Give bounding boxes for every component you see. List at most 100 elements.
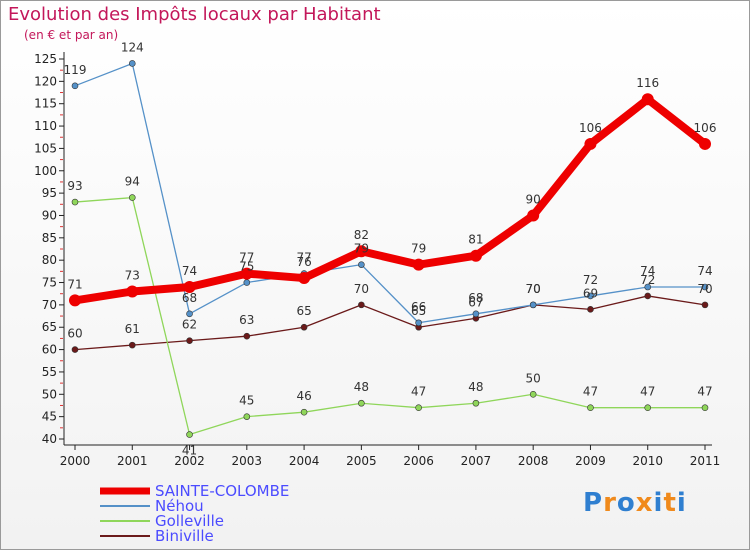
data-label-sainte-colombe: 82 — [354, 228, 369, 242]
data-point-golleville — [472, 399, 480, 407]
proxiti-logo: Proxiti — [583, 488, 687, 518]
y-tick-label: 115 — [34, 97, 57, 111]
data-label-n-hou: 68 — [468, 291, 483, 305]
logo-letter: P — [583, 488, 604, 518]
legend-label: Néhou — [155, 497, 204, 515]
data-label-golleville: 47 — [583, 385, 598, 399]
series-line-n-hou — [74, 62, 705, 324]
data-label-biniville: 65 — [296, 304, 311, 318]
x-tick-label: 2006 — [403, 454, 434, 468]
data-label-biniville: 70 — [697, 282, 712, 296]
data-point-biniville — [243, 332, 251, 340]
data-label-biniville: 61 — [125, 322, 140, 336]
data-label-n-hou: 77 — [296, 251, 311, 265]
x-tick-label: 2001 — [117, 454, 148, 468]
data-label-golleville: 45 — [239, 394, 254, 408]
x-tick-label: 2011 — [690, 454, 721, 468]
data-label-sainte-colombe: 73 — [125, 268, 140, 282]
data-label-n-hou: 72 — [583, 273, 598, 287]
chart-subtitle: (en € et par an) — [24, 28, 119, 42]
data-label-n-hou: 79 — [354, 242, 369, 256]
data-label-biniville: 60 — [67, 327, 82, 341]
data-label-n-hou: 75 — [239, 260, 254, 274]
data-point-sainte-colombe — [69, 294, 81, 307]
data-point-sainte-colombe — [699, 137, 711, 150]
data-label-golleville: 93 — [67, 179, 82, 193]
data-point-biniville — [701, 301, 709, 309]
data-label-golleville: 50 — [526, 371, 541, 385]
data-label-biniville: 63 — [239, 313, 254, 327]
data-point-golleville — [128, 194, 136, 201]
y-tick-label: 95 — [42, 186, 57, 200]
data-label-golleville: 46 — [296, 389, 311, 403]
x-tick-label: 2007 — [461, 454, 492, 468]
y-tick-label: 105 — [34, 141, 57, 155]
legend-label: Biniville — [155, 527, 214, 545]
series-line-golleville — [74, 196, 705, 436]
data-label-golleville: 48 — [468, 380, 483, 394]
logo-letter: i — [676, 488, 687, 518]
data-point-n-hou — [128, 60, 136, 67]
data-point-sainte-colombe — [298, 272, 311, 285]
data-label-n-hou: 74 — [640, 264, 655, 278]
chart-title: Evolution des Impôts locaux par Habitant — [8, 4, 381, 25]
data-point-golleville — [529, 390, 537, 398]
data-point-biniville — [186, 337, 193, 344]
data-label-golleville: 48 — [354, 380, 369, 394]
x-tick-label: 2009 — [575, 454, 606, 468]
logo-letter: t — [663, 488, 677, 518]
data-point-golleville — [701, 404, 709, 412]
data-point-golleville — [71, 198, 79, 206]
data-point-golleville — [358, 399, 365, 407]
axes: 40 45 50 55 60 65 70 75 80 85 90 95 100 105 110 115 120 1… — [34, 52, 720, 468]
data-point-golleville — [300, 408, 308, 416]
data-point-biniville — [587, 306, 594, 313]
series-line-sainte-colombe — [74, 95, 708, 305]
data-label-n-hou: 124 — [121, 40, 144, 54]
data-label-sainte-colombe: 74 — [182, 264, 197, 278]
y-tick-label: 125 — [34, 52, 57, 66]
y-tick-label: 70 — [42, 298, 57, 312]
data-point-sainte-colombe — [183, 281, 196, 293]
data-point-biniville — [358, 301, 365, 309]
data-point-n-hou — [529, 301, 537, 309]
y-tick-label: 55 — [42, 365, 57, 379]
y-tick-label: 120 — [34, 74, 57, 88]
data-label-n-hou: 66 — [411, 300, 426, 314]
data-point-sainte-colombe — [412, 258, 425, 271]
data-label-sainte-colombe: 81 — [468, 233, 483, 247]
data-label-sainte-colombe: 90 — [526, 192, 541, 206]
data-label-golleville: 47 — [640, 385, 655, 399]
data-label-sainte-colombe: 79 — [411, 242, 426, 256]
logo-letter: i — [653, 488, 664, 518]
data-point-n-hou — [587, 292, 594, 300]
data-label-biniville: 70 — [354, 282, 369, 296]
data-label-sainte-colombe: 116 — [636, 76, 659, 90]
data-label-golleville: 41 — [182, 444, 197, 458]
data-point-n-hou — [701, 283, 709, 291]
data-point-golleville — [587, 404, 594, 412]
data-point-biniville — [300, 323, 308, 331]
data-label-biniville: 62 — [182, 318, 197, 332]
data-label-sainte-colombe: 106 — [579, 121, 602, 135]
y-tick-label: 65 — [42, 320, 57, 334]
data-point-n-hou — [243, 279, 251, 286]
data-label-sainte-colombe: 77 — [239, 251, 254, 265]
data-point-golleville — [186, 431, 193, 438]
y-tick-label: 60 — [42, 343, 57, 357]
data-point-golleville — [644, 404, 652, 412]
data-point-biniville — [644, 292, 652, 300]
data-point-n-hou — [472, 310, 480, 318]
y-tick-label: 80 — [42, 253, 57, 267]
data-label-golleville: 47 — [411, 385, 426, 399]
data-point-golleville — [415, 404, 422, 412]
data-point-sainte-colombe — [355, 245, 368, 258]
data-label-sainte-colombe: 71 — [67, 277, 82, 291]
data-point-golleville — [243, 413, 251, 420]
y-tick-label: 40 — [42, 432, 57, 446]
data-point-n-hou — [644, 283, 652, 291]
y-tick-label: 90 — [42, 208, 57, 222]
